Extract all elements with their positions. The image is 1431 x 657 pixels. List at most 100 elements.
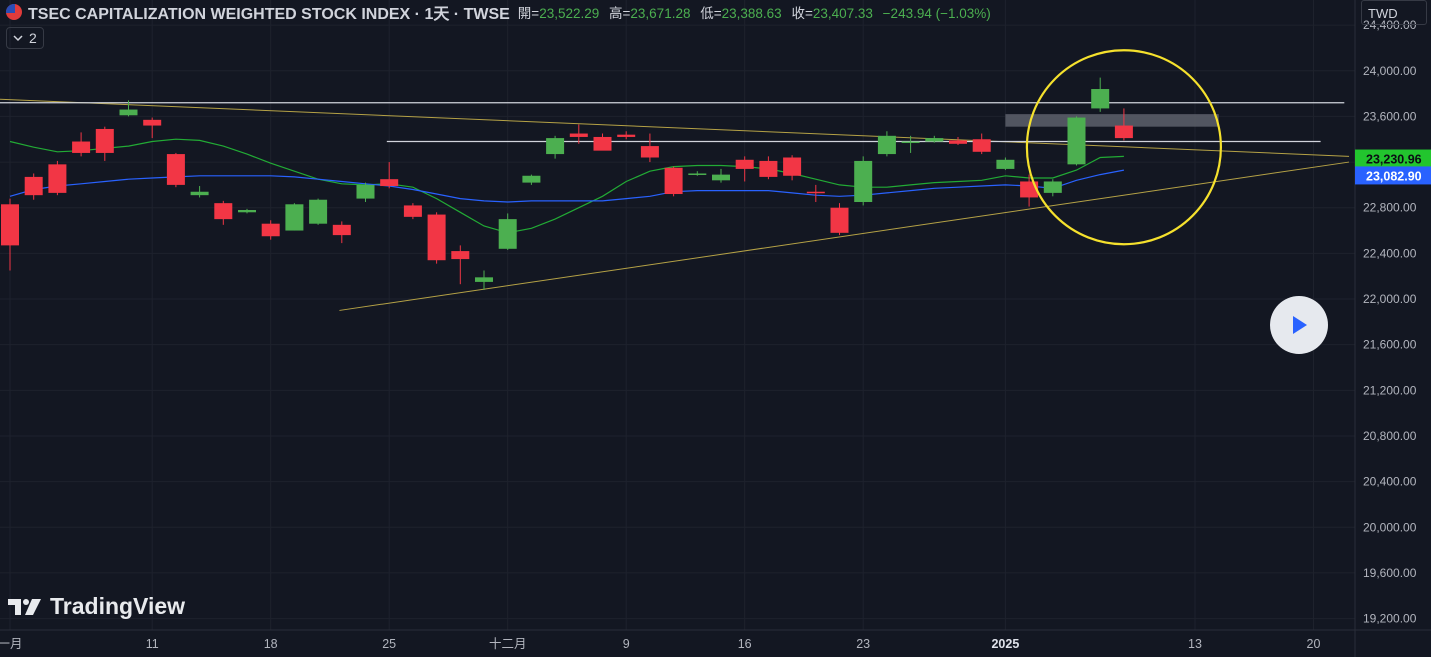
candle-body [569, 133, 588, 137]
indicators-collapse-button[interactable]: 2 [6, 27, 44, 49]
change-value: −243.94 (−1.03%) [882, 6, 991, 21]
tradingview-logo-icon [8, 598, 41, 615]
candle-body [949, 140, 967, 144]
candle-body [522, 175, 541, 183]
time-axis-label: 一月 [0, 637, 23, 651]
candle [356, 182, 375, 203]
candle [332, 221, 351, 244]
candle-body [48, 164, 67, 193]
candle [403, 203, 422, 220]
candle-body [238, 210, 256, 213]
candle-body [546, 138, 565, 155]
candle [1091, 77, 1110, 112]
candle-body [664, 167, 683, 195]
plot-area [0, 49, 1350, 311]
close-value: 23,407.33 [812, 6, 873, 21]
price-axis-label: 19,600.00 [1363, 566, 1417, 580]
price-axis-label: 24,400.00 [1363, 18, 1417, 32]
candle [522, 174, 541, 185]
candle [735, 156, 754, 182]
candle [95, 126, 114, 161]
symbol-title[interactable]: TSEC CAPITALIZATION WEIGHTED STOCK INDEX… [28, 6, 510, 23]
last-price-label: 23,230.96 [1366, 153, 1422, 167]
candle-body [309, 199, 328, 224]
candle-body [380, 179, 399, 187]
indicator-count: 2 [29, 30, 37, 46]
low-value: 23,388.63 [721, 6, 782, 21]
candle [640, 133, 659, 163]
candle [166, 152, 185, 188]
play-icon [1293, 316, 1307, 334]
last-price-badge [1355, 149, 1431, 168]
candle-body [143, 119, 162, 126]
time-axis-label: 11 [146, 637, 159, 651]
candle [1114, 108, 1133, 141]
candle-body [95, 128, 114, 153]
candle [190, 186, 209, 198]
candle-body [925, 138, 944, 142]
candle [261, 220, 280, 240]
candle-body [1, 204, 19, 246]
tradingview-logo[interactable]: TradingView [8, 593, 185, 620]
currency-selector[interactable]: TWD [1361, 0, 1427, 25]
taiwan-flag-icon [6, 4, 22, 20]
candle-body [996, 159, 1015, 169]
price-axis-label: 21,200.00 [1363, 383, 1417, 397]
candle-body [688, 173, 707, 175]
candle [143, 117, 162, 139]
price-axis-label: 24,000.00 [1363, 64, 1417, 78]
candle-body [190, 191, 209, 196]
trendline [339, 161, 1350, 311]
price-axis-label: 22,000.00 [1363, 292, 1417, 306]
candle-body [261, 223, 280, 237]
time-axis-label: 13 [1188, 637, 1202, 651]
candle-body [332, 224, 351, 236]
tradingview-logo-text: TradingView [50, 593, 186, 619]
candle-body [475, 277, 493, 282]
candle [498, 213, 517, 250]
candle [759, 156, 778, 180]
candle [451, 245, 470, 285]
candle-body [617, 134, 636, 137]
candle [617, 131, 636, 140]
candle-body [119, 109, 138, 116]
candle [214, 200, 233, 225]
price-axis-label: 21,600.00 [1363, 338, 1417, 352]
time-axis-label: 9 [623, 637, 630, 651]
candle [238, 208, 256, 214]
candle-body [640, 146, 659, 158]
candle-body [759, 160, 778, 177]
candle-body [356, 184, 375, 199]
candle [1, 198, 19, 271]
price-axis-label: 20,000.00 [1363, 520, 1417, 534]
moving-average-line [9, 138, 1124, 234]
candle [688, 171, 707, 176]
high-label: 高= [609, 6, 631, 21]
candle-body [830, 207, 849, 233]
candle [1043, 179, 1062, 197]
candle [569, 124, 588, 144]
moving-average-line [9, 169, 1125, 203]
time-axis-label: 十二月 [489, 637, 527, 651]
resistance-zone [1005, 114, 1219, 127]
candle-body [451, 251, 470, 260]
candle-body [427, 214, 446, 261]
candle-body [1091, 89, 1110, 109]
candle [901, 135, 920, 153]
candle-body [1067, 117, 1086, 165]
candle-body [1043, 181, 1062, 193]
candle-body [498, 219, 517, 249]
candle-body [72, 141, 91, 153]
candle [1020, 174, 1039, 207]
candle [593, 133, 612, 151]
candle-body [783, 157, 802, 176]
time-axis-label: 18 [264, 637, 278, 651]
candle [1067, 116, 1086, 166]
replay-play-button[interactable] [1270, 296, 1328, 354]
price-axis-label: 23,600.00 [1363, 109, 1417, 123]
candle [949, 136, 967, 145]
candle [285, 203, 304, 231]
time-axis-label: 25 [382, 637, 396, 651]
candle [309, 198, 328, 225]
